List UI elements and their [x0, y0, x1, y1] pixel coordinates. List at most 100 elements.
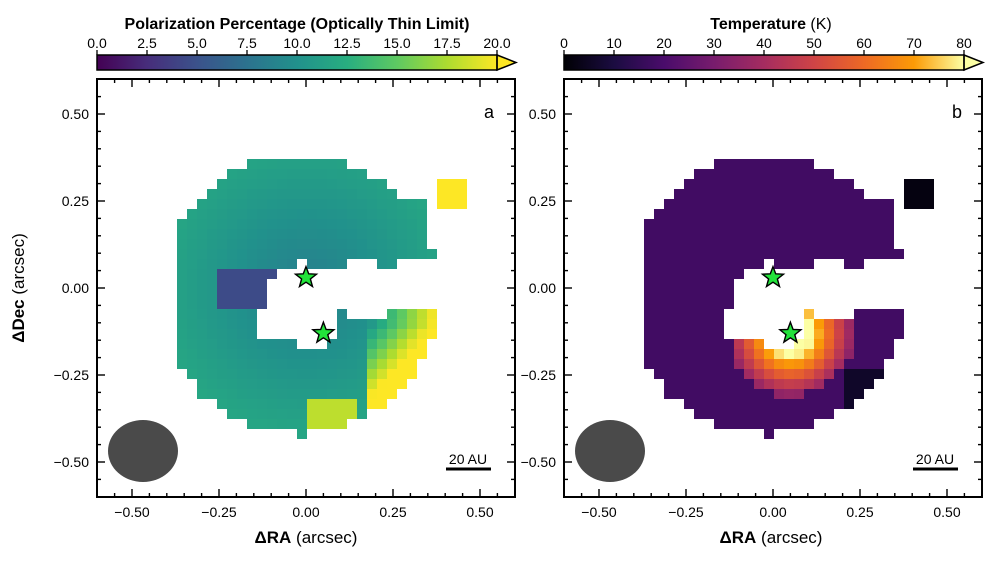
- heatmap-cell: [237, 209, 247, 219]
- heatmap-cell: [427, 319, 437, 329]
- colorbar-tick-label: 0.0: [87, 35, 107, 51]
- heatmap-cell: [177, 259, 187, 269]
- heatmap-cell: [227, 199, 237, 209]
- heatmap-cell: [197, 199, 207, 209]
- heatmap-cell: [864, 239, 874, 249]
- heatmap-cell: [407, 239, 417, 249]
- heatmap-cell: [307, 159, 317, 169]
- heatmap-cell: [734, 159, 744, 169]
- heatmap-cell: [367, 229, 377, 239]
- heatmap-cell: [654, 269, 664, 279]
- heatmap-cell: [884, 309, 894, 319]
- heatmap-cell: [387, 209, 397, 219]
- y-tick-label: 0.00: [529, 280, 556, 296]
- xlabel-a-suffix: (arcsec): [291, 528, 357, 547]
- heatmap-cell: [287, 389, 297, 399]
- heatmap-cell: [187, 339, 197, 349]
- heatmap-cell: [237, 259, 247, 269]
- heatmap-cell: [674, 199, 684, 209]
- heatmap-cell: [784, 249, 794, 259]
- heatmap-cell: [724, 279, 734, 289]
- heatmap-cell: [644, 289, 654, 299]
- heatmap-cell: [814, 359, 824, 369]
- heatmap-cell: [197, 349, 207, 359]
- heatmap-cell: [247, 189, 257, 199]
- colorbar-a-ticks: 0.0 2.5 5.0 7.5 10.0 12.5 15.0 17.5 20.0: [87, 35, 511, 55]
- heatmap-cell: [884, 329, 894, 339]
- heatmap-cell: [704, 169, 714, 179]
- heatmap-cell: [297, 389, 307, 399]
- heatmap-cell: [407, 199, 417, 209]
- heatmap-cell: [814, 329, 824, 339]
- heatmap-cell: [317, 369, 327, 379]
- heatmap-cell: [337, 339, 347, 349]
- heatmap-cell: [247, 319, 257, 329]
- heatmap-cell: [744, 259, 754, 269]
- heatmap-cell: [177, 299, 187, 309]
- heatmap-cell: [257, 369, 267, 379]
- heatmap-cell: [704, 269, 714, 279]
- heatmap-cell: [774, 179, 784, 189]
- heatmap-cell: [874, 219, 884, 229]
- heatmap-cell: [854, 309, 864, 319]
- heatmap-cell: [417, 349, 427, 359]
- heatmap-cell: [307, 389, 317, 399]
- heatmap-cell: [654, 229, 664, 239]
- heatmap-cell: [237, 219, 247, 229]
- heatmap-cell: [327, 249, 337, 259]
- heatmap-cell: [317, 359, 327, 369]
- heatmap-cell: [684, 359, 694, 369]
- xlabel-a: ΔRA (arcsec): [255, 528, 358, 547]
- heatmap-cell: [654, 299, 664, 309]
- heatmap-cell: [257, 179, 267, 189]
- xlabel-b: ΔRA (arcsec): [720, 528, 823, 547]
- heatmap-cell: [674, 349, 684, 359]
- heatmap-cell: [784, 179, 794, 189]
- heatmap-cell: [257, 269, 267, 279]
- heatmap-cell: [257, 289, 267, 299]
- heatmap-cell: [694, 239, 704, 249]
- heatmap-cell: [784, 379, 794, 389]
- heatmap-cell: [764, 189, 774, 199]
- heatmap-cell: [764, 399, 774, 409]
- heatmap-cell: [297, 199, 307, 209]
- heatmap-cell: [754, 239, 764, 249]
- x-tick-label: 0.25: [379, 504, 406, 520]
- heatmap-cell: [754, 409, 764, 419]
- heatmap-cell: [407, 309, 417, 319]
- heatmap-cell: [277, 249, 287, 259]
- heatmap-cell: [894, 319, 904, 329]
- heatmap-cell: [824, 359, 834, 369]
- heatmap-cell: [387, 319, 397, 329]
- heatmap-cell: [804, 219, 814, 229]
- heatmap-cell: [804, 259, 814, 269]
- heatmap-cell: [764, 249, 774, 259]
- heatmap-cell: [784, 389, 794, 399]
- axes-a-ticks: −0.50 −0.25 0.00 0.25 0.50 0.50 0.25 0.00 −0.25 −…: [54, 79, 515, 520]
- heatmap-cell: [187, 269, 197, 279]
- heatmap-cell: [824, 219, 834, 229]
- heatmap-cell: [794, 419, 804, 429]
- star-marker: [778, 320, 803, 344]
- heatmap-cell: [644, 269, 654, 279]
- heatmap-cell: [734, 229, 744, 239]
- heatmap-cell: [664, 359, 674, 369]
- heatmap-cell: [237, 369, 247, 379]
- heatmap-cell: [744, 379, 754, 389]
- heatmap-cell: [357, 199, 367, 209]
- heatmap-cell: [644, 239, 654, 249]
- colorbar-tick-label: 7.5: [237, 35, 257, 51]
- heatmap-cell: [387, 339, 397, 349]
- heatmap-cell: [247, 199, 257, 209]
- heatmap-cell: [654, 329, 664, 339]
- heatmap-cell: [714, 299, 724, 309]
- heatmap-cell: [864, 369, 874, 379]
- heatmap-cell: [207, 259, 217, 269]
- heatmap-cell: [237, 339, 247, 349]
- heatmap-cell: [744, 249, 754, 259]
- heatmap-cell: [387, 329, 397, 339]
- heatmap-cell: [187, 369, 197, 379]
- heatmap-cell: [674, 249, 684, 259]
- heatmap-cell: [277, 199, 287, 209]
